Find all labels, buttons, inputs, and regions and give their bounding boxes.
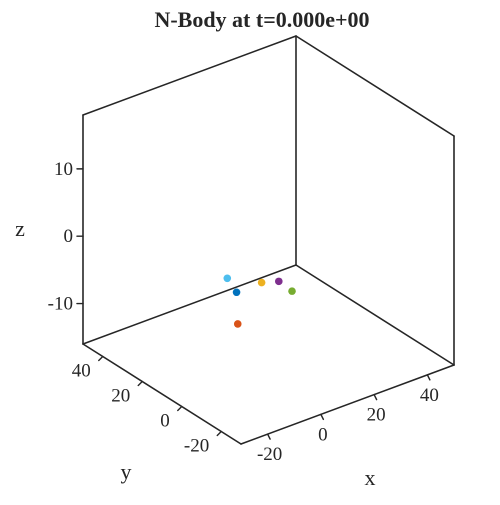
axis-ticks: -20 0 20 40 -20 0 20 40 -10 0 10 (48, 159, 439, 465)
body-point (288, 287, 296, 295)
x-tick-mark (320, 413, 325, 421)
box-edge-y-back (295, 264, 455, 366)
y-tick-mark (137, 380, 143, 387)
y-tick-mark (216, 430, 222, 437)
y-tick-mark (98, 355, 104, 362)
y-tick-label: 40 (72, 361, 91, 382)
x-axis-label: x (365, 465, 376, 490)
box-edge-top-back-left (82, 35, 297, 116)
box-edge-y-front (82, 343, 242, 445)
x-tick-mark (266, 433, 271, 440)
z-tick-label: -10 (48, 294, 73, 315)
y-tick-mark (177, 405, 183, 412)
axes-box (82, 35, 455, 445)
x-tick-label: -20 (257, 444, 282, 465)
y-tick-label: 0 (160, 411, 170, 432)
box-edge-top-back-right (295, 35, 455, 137)
x-tick-mark (373, 393, 378, 401)
box-edge-x-back (82, 264, 297, 345)
data-points (223, 274, 296, 328)
y-tick-label: 20 (111, 386, 130, 407)
body-point (233, 320, 242, 328)
x-tick-label: 20 (367, 405, 386, 426)
z-tick-label: 10 (54, 159, 73, 180)
y-axis-label: y (121, 459, 132, 484)
body-point (232, 288, 241, 297)
box-edge-x-front (240, 364, 455, 445)
z-axis-label: z (15, 216, 25, 241)
y-tick-label: -20 (184, 436, 209, 457)
x-tick-label: 40 (420, 385, 439, 406)
x-tick-label: 0 (318, 424, 328, 445)
body-point (257, 278, 266, 287)
x-tick-mark (426, 374, 431, 381)
body-point (223, 274, 232, 283)
chart-title: N-Body at t=0.000e+00 (154, 7, 369, 32)
z-tick-label: 0 (64, 226, 74, 247)
body-point (275, 277, 283, 286)
